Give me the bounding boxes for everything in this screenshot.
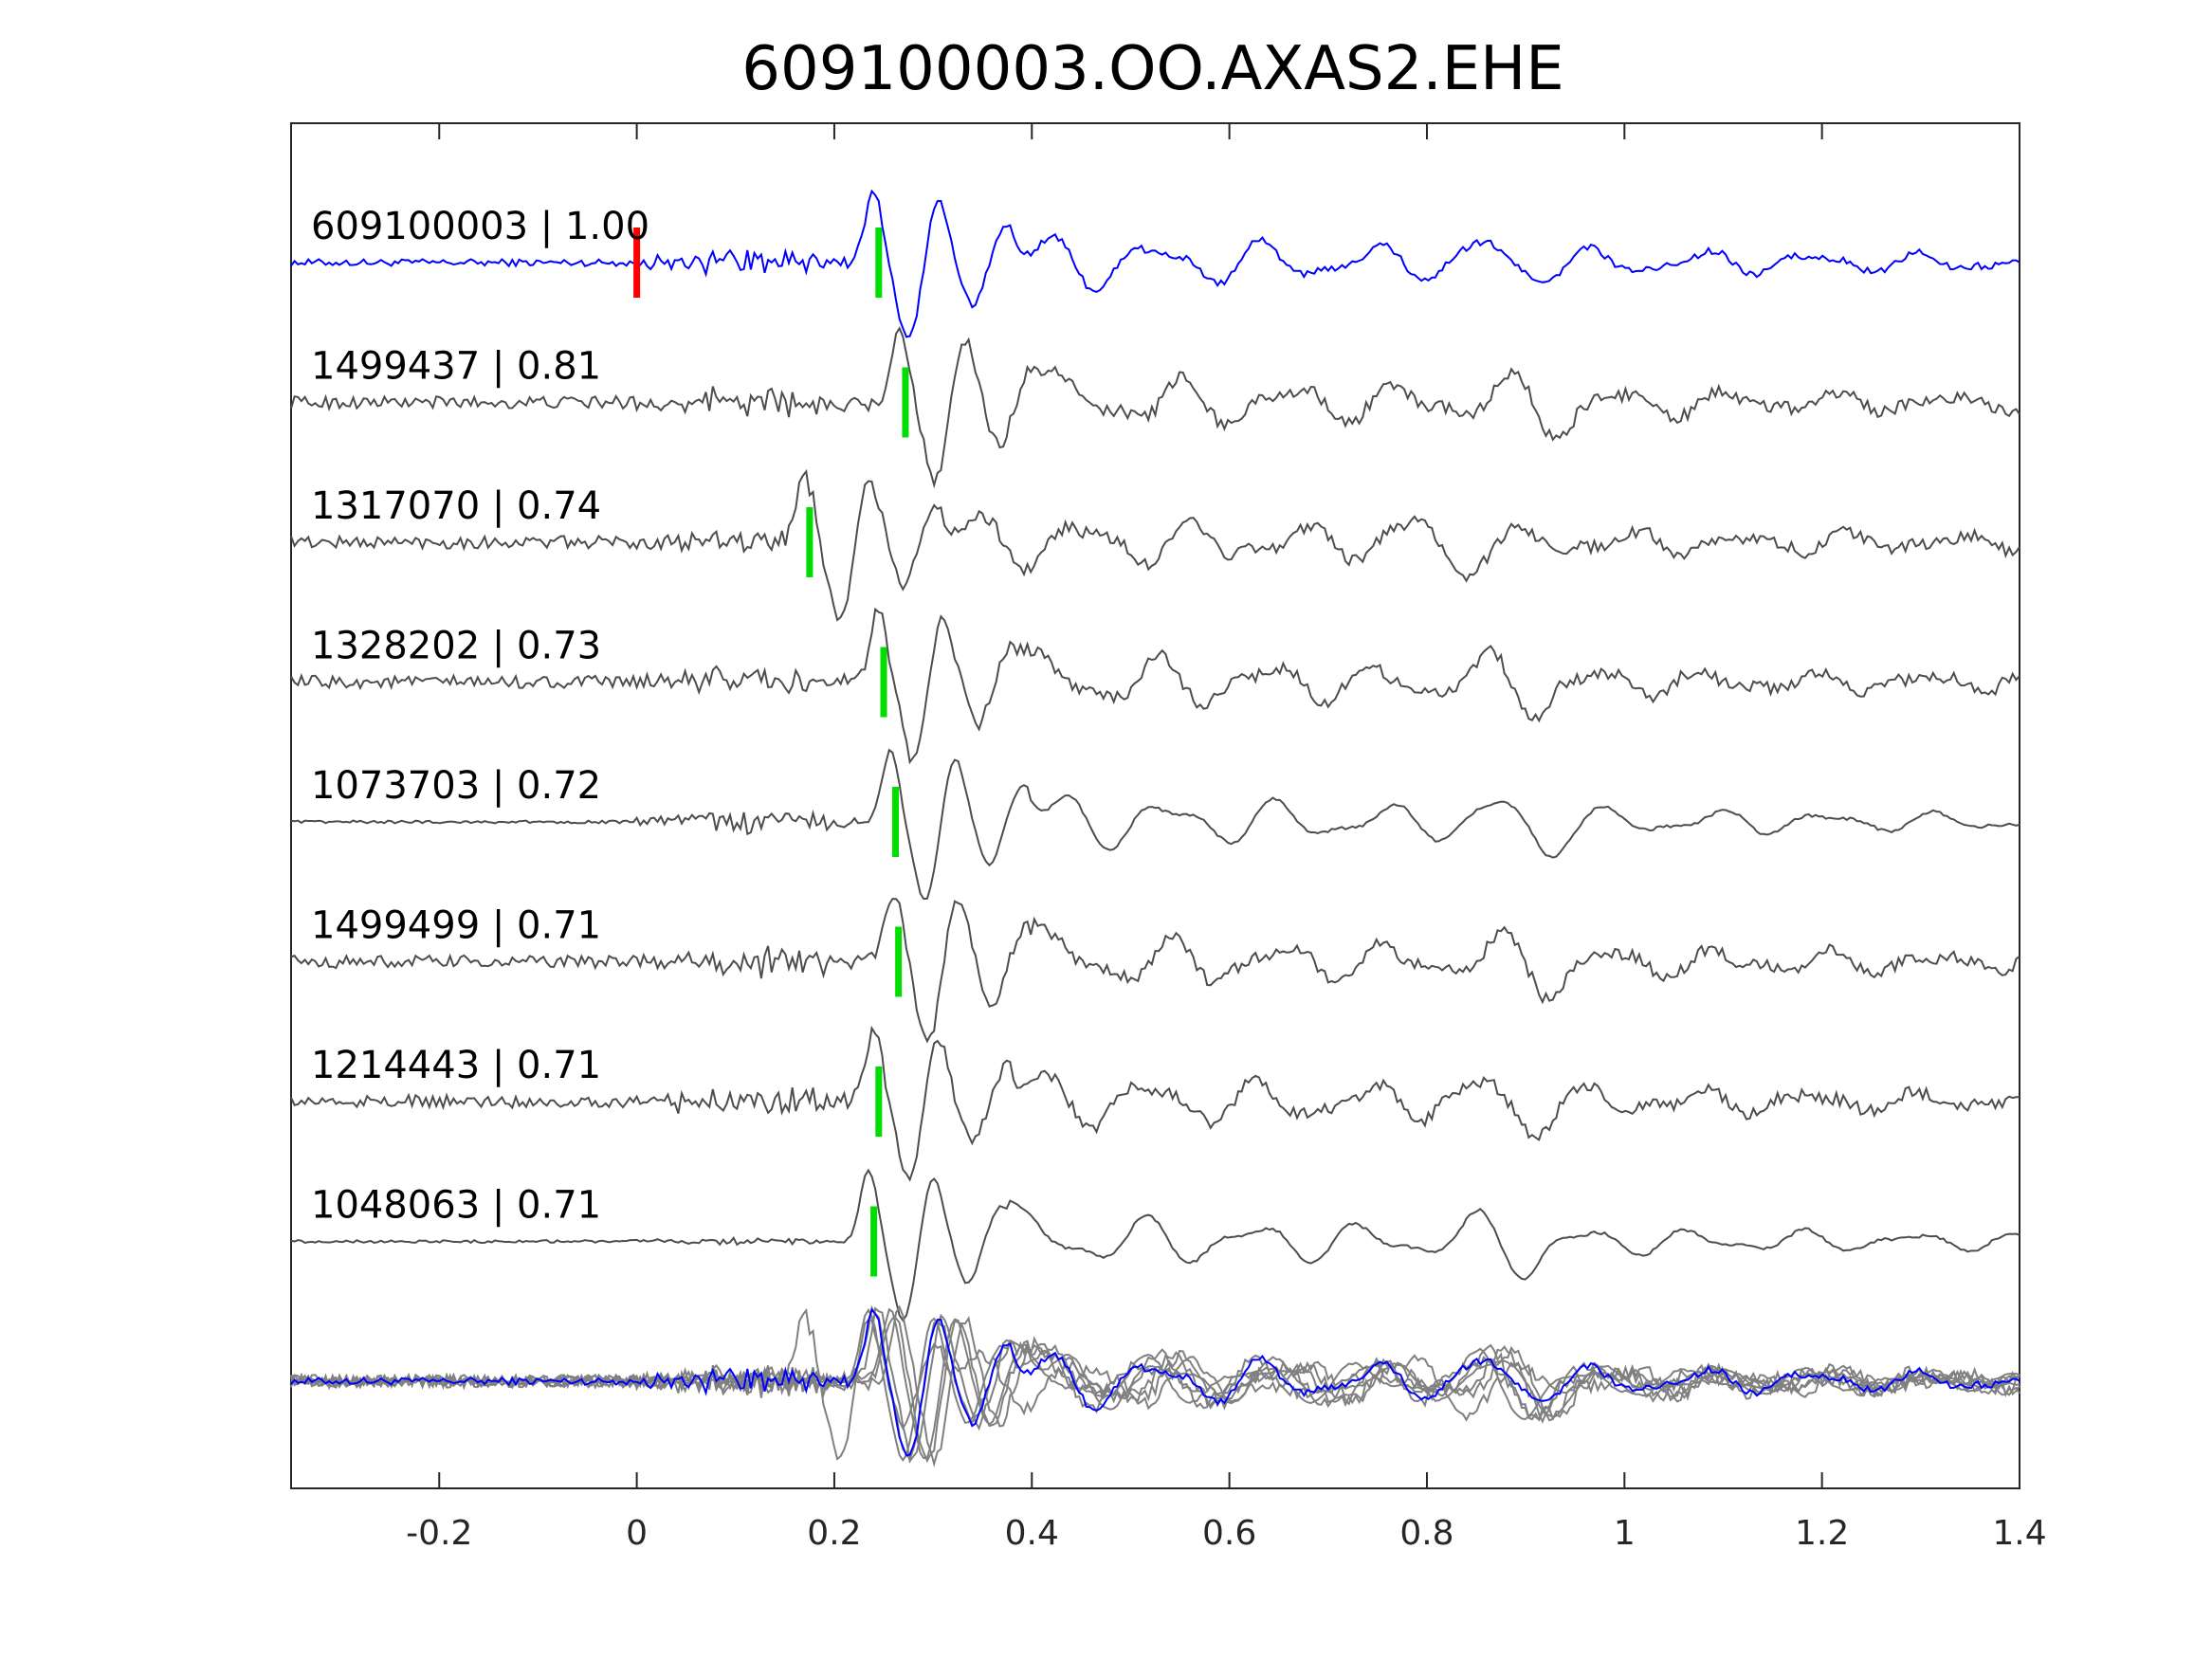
x-axis-ticks: -0.2 0 0.2 0.4 0.6 0.8 1 1.2 1.4 [406,123,2047,1553]
trace-group [290,189,2020,1322]
x-tick-label: 1.4 [1992,1514,2046,1553]
x-tick-label: -0.2 [406,1514,472,1553]
pick-markers [633,228,909,1277]
match-trace [290,1025,2020,1182]
trace-label: 1317070 | 0.74 [311,484,601,528]
match-trace [290,898,2020,1044]
plot-area [290,122,2020,1489]
x-tick-label: 1.2 [1795,1514,1849,1553]
x-tick-label: 0.2 [807,1514,861,1553]
trace-label: 1328202 | 0.73 [311,625,601,668]
trace-label: 1499437 | 0.81 [311,345,601,389]
x-tick-label: 1 [1614,1514,1636,1553]
match-trace [290,748,2020,901]
match-trace [290,326,2020,489]
stack-reference-trace [290,1307,2020,1457]
match-trace [290,1168,2020,1322]
x-tick-label: 0.4 [1005,1514,1059,1553]
trace-label: 609100003 | 1.00 [311,205,649,248]
x-tick-label: 0.8 [1399,1514,1453,1553]
trace-label: 1499499 | 0.71 [311,904,601,948]
trace-label: 1048063 | 0.71 [311,1184,601,1228]
x-tick-label: 0.6 [1202,1514,1256,1553]
trace-label: 1073703 | 0.72 [311,764,601,808]
match-trace [290,468,2020,622]
stack-trace [290,1306,2020,1464]
reference-trace [290,189,2020,338]
trace-labels: 609100003 | 1.00 1499437 | 0.81 1317070 | … [311,205,649,1228]
match-trace [290,607,2020,765]
chart-title: 609100003.OO.AXAS2.EHE [741,34,1563,104]
x-tick-label: 0 [626,1514,648,1553]
trace-label: 1214443 | 0.71 [311,1044,601,1087]
stack-overlay [290,1304,2020,1468]
